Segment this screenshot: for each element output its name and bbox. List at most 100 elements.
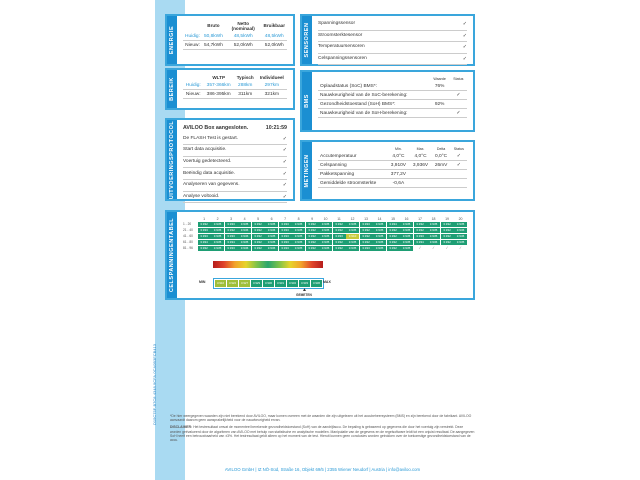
table-row: Pakketspanning 377,2V <box>318 169 467 179</box>
cell-voltage: 3.932 <box>440 221 454 228</box>
cell-voltage: 3.932 <box>251 245 265 252</box>
cell-voltage: 3.932 <box>197 221 211 228</box>
sensor-item: Stroomsterktesensor ✓ <box>318 31 467 43</box>
row-label: Celspanning <box>318 160 388 170</box>
zoom-cell: 3.931 <box>275 280 286 287</box>
cell-voltage: 3.934 <box>413 239 427 246</box>
column-number: 16 <box>404 217 409 221</box>
sensor-label: Celspanningssensoren <box>318 56 367 62</box>
cell-voltage: 3.935 <box>319 245 332 252</box>
cell-voltage: 3.936 <box>454 227 467 234</box>
column-number: 2 <box>216 217 219 221</box>
column-number: 17 <box>418 217 422 221</box>
step-label: De FLASH Test is gestart. <box>183 135 239 141</box>
cell-voltage: 3.932 <box>251 227 265 234</box>
bereik-title: BEREIK <box>169 77 175 101</box>
cell-voltage: 3.932 <box>440 227 454 234</box>
value <box>429 90 450 100</box>
cell-voltage: 3.934 <box>197 239 211 246</box>
row-label: Nauwkeurigheid van de SoC-berekening: <box>318 90 430 100</box>
cell-voltage: 3.933 <box>278 227 292 234</box>
table-row: Gezondheidstoestand (SoH) BMS*: 92% <box>318 99 467 109</box>
energie-title: ENERGIE <box>169 25 175 55</box>
cell-voltage: 3.932 <box>386 227 400 234</box>
status <box>449 99 467 109</box>
column-number: 10 <box>323 217 328 221</box>
column-number: 12 <box>350 217 355 221</box>
footnote: *De hier weergegeven waarden zijn niet b… <box>170 414 472 423</box>
sensoren-panel: SENSOREN Spanningssensor ✓ Stroomsterktese… <box>300 14 475 66</box>
max-label: MAX <box>323 280 331 284</box>
row-label: Gemiddelde stroomsterkte <box>318 178 388 188</box>
cell-voltage: 3.932 <box>413 227 427 234</box>
cell-voltage: 3.935 <box>373 245 386 252</box>
status <box>450 178 467 188</box>
column-header: Status <box>453 146 464 151</box>
cell-voltage: 3.933 <box>197 227 211 234</box>
row-label: Nauwkeurigheid van de SoH-berekening: <box>318 108 430 118</box>
zoom-cell: 3.936 <box>311 280 322 287</box>
cell-voltage: 3.933 <box>359 245 373 252</box>
check-icon: ✓ <box>449 108 467 118</box>
column-number: 6 <box>270 217 273 221</box>
cell-voltage: 3.935 <box>265 239 278 246</box>
protocol-header: AVILOO Box aangesloten. <box>183 125 249 132</box>
cell-voltage: 3.935 <box>346 221 359 228</box>
cell-voltage: 3.935 <box>292 239 305 246</box>
cell-voltage: 3.933 <box>332 233 346 240</box>
sensor-item: Celspanningssensoren ✓ <box>318 54 467 66</box>
row-label: Pakketspanning <box>318 169 388 179</box>
cell-voltage: 3.932 <box>305 221 319 228</box>
value: 3,936V <box>409 160 432 170</box>
value: 4,0°C <box>387 152 410 161</box>
cell-voltage: 3.932 <box>332 221 346 228</box>
cell-voltage: 3.935 <box>427 227 440 234</box>
cell-voltage: 3.932 <box>413 221 427 228</box>
row-range: 21 - 40 <box>183 227 193 232</box>
check-icon: ✓ <box>449 90 467 100</box>
cell-value: 297km <box>256 81 287 90</box>
row-label: Oplaadstatus (SoC) BMS*: <box>318 82 430 91</box>
cell-voltage: 3.935 <box>211 233 224 240</box>
table-row: Celspanning 3,910V 3,936V 26mV ✓ <box>318 160 467 170</box>
metingen-panel: METINGEN Min. Max. Delta Status Accutemperat… <box>300 140 475 201</box>
cell-voltage: 3.932 <box>305 227 319 234</box>
cell-voltage: 3.932 <box>386 233 400 240</box>
cell-value: 52,0kWh <box>261 40 287 50</box>
cell-voltage: 3.935 <box>400 245 413 252</box>
column-header: WLTP <box>212 74 226 80</box>
cell-value: 48,5kWh <box>261 32 287 41</box>
cell-voltage: 3.933 <box>278 221 292 228</box>
cell-voltage: 3.935 <box>400 221 413 228</box>
row-label: Nieuw: <box>183 89 204 99</box>
column-header: Waarde <box>433 76 446 81</box>
celspanning-panel: CELSPANNINGENTABEL 1 2 3 4 5 6 7 8 9 10 11 12 13 14 15… <box>165 210 475 300</box>
sensor-item: Temperatuursensoren ✓ <box>318 42 467 54</box>
value <box>431 169 451 179</box>
sensor-item: Spanningssensor ✓ <box>318 19 467 31</box>
value <box>409 178 432 188</box>
column-number: 4 <box>243 217 246 221</box>
voltage-gradient-bar <box>213 261 323 268</box>
value <box>429 108 450 118</box>
cell-voltage: 3.935 <box>346 245 359 252</box>
check-icon: ✓ <box>282 159 287 166</box>
cell-voltage: 3.935 <box>319 227 332 234</box>
row-label: Gezondheidstoestand (SoH) BMS*: <box>318 99 430 109</box>
value: -0,6A <box>387 178 410 188</box>
metingen-title: METINGEN <box>304 153 310 188</box>
protocol-step: Start data acquisitie. ✓ <box>183 145 287 157</box>
cell-voltage: 3.935 <box>238 239 251 246</box>
step-label: Analyseren van gegevens. <box>183 182 240 188</box>
cell-voltage: 3.932 <box>386 245 400 252</box>
column-header: Min. <box>395 146 402 151</box>
value <box>409 169 432 179</box>
row-range: 41 - 60 <box>183 233 193 238</box>
zoom-cell: 3.933 <box>299 280 310 287</box>
table-row: Gemiddelde stroomsterkte -0,6A <box>318 178 467 188</box>
cell-value: 48,5kWh <box>224 32 262 41</box>
cell-voltage: 3.932 <box>332 239 346 246</box>
bereik-panel: BEREIK WLTP Typisch Individueel Huidig: 357-… <box>165 68 295 110</box>
value: 3,910V <box>387 160 410 170</box>
row-range: 1 - 20 <box>183 221 192 226</box>
